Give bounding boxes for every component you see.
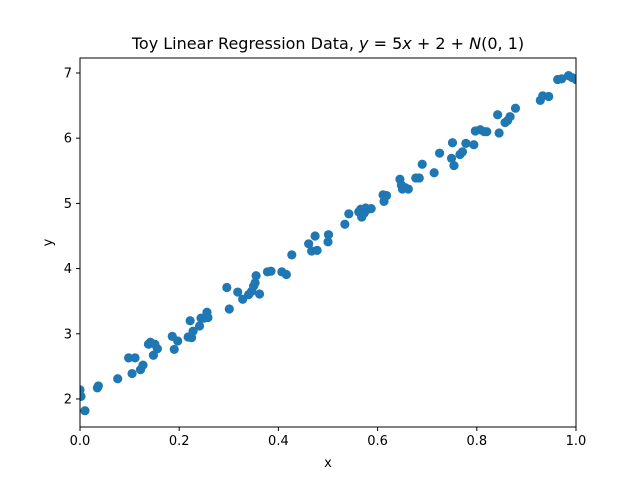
data-point: [254, 289, 265, 299]
data-point: [80, 406, 90, 416]
data-point: [152, 344, 162, 354]
data-point: [344, 209, 354, 219]
y-tick-label: 3: [64, 327, 72, 342]
x-tick-label: 0.6: [367, 434, 388, 449]
data-point: [251, 271, 261, 281]
data-point: [233, 287, 243, 297]
x-tick-label: 0.2: [169, 434, 190, 449]
ticks-layer: 0.0 0.2 0.4 0.6 0.8 1.0 2 3 4 5 6 7: [64, 66, 587, 449]
axes-layer: [79, 57, 577, 428]
data-point: [130, 353, 140, 363]
data-point: [449, 160, 459, 171]
data-point: [188, 326, 198, 336]
data-point: [185, 316, 195, 326]
data-point: [310, 231, 320, 241]
data-point: [173, 336, 183, 346]
data-point: [366, 203, 376, 214]
points-layer: [80, 71, 576, 416]
data-point: [323, 230, 334, 240]
data-point: [447, 138, 458, 148]
data-point: [113, 374, 123, 384]
data-point: [494, 128, 504, 138]
y-tick-label: 7: [64, 66, 72, 81]
data-point: [482, 127, 492, 137]
x-tick-label: 0.0: [70, 434, 91, 449]
x-tick-label: 0.4: [268, 434, 289, 449]
data-point: [457, 147, 468, 157]
data-point: [224, 304, 234, 314]
data-point: [417, 159, 427, 169]
data-point: [446, 153, 457, 163]
axes-frame: [79, 57, 577, 428]
data-point: [340, 219, 350, 229]
data-point: [312, 245, 322, 255]
y-tick-label: 2: [64, 392, 72, 407]
y-tick-label: 4: [64, 262, 72, 277]
y-tick-label: 5: [64, 197, 72, 212]
data-point: [169, 344, 179, 355]
data-point: [250, 278, 260, 288]
data-point: [414, 173, 424, 183]
data-point: [469, 140, 479, 150]
data-point: [203, 312, 213, 323]
y-axis-label: y: [41, 238, 56, 246]
data-point: [304, 239, 314, 249]
data-point: [194, 321, 205, 331]
data-point: [544, 91, 554, 102]
x-tick-label: 1.0: [566, 434, 587, 449]
x-axis-label: x: [324, 456, 332, 471]
data-point: [510, 103, 521, 113]
data-point: [287, 250, 297, 260]
data-point: [222, 282, 232, 293]
data-point: [323, 237, 333, 247]
data-point: [93, 381, 103, 391]
y-tick-label: 6: [64, 132, 72, 147]
data-point: [127, 368, 137, 379]
data-point: [435, 148, 445, 158]
data-point: [124, 353, 134, 363]
data-point: [80, 391, 86, 401]
data-point: [381, 190, 392, 201]
data-point: [138, 360, 148, 370]
data-point: [505, 112, 515, 122]
data-point: [403, 184, 413, 194]
data-point: [281, 269, 291, 280]
data-point: [266, 266, 276, 276]
data-point: [493, 110, 503, 120]
data-point: [461, 138, 471, 149]
chart-title: Toy Linear Regression Data, y = 5x + 2 +…: [131, 34, 524, 53]
data-point: [557, 74, 567, 84]
x-tick-label: 0.8: [466, 434, 487, 449]
data-point: [429, 168, 439, 178]
data-point: [571, 74, 576, 85]
